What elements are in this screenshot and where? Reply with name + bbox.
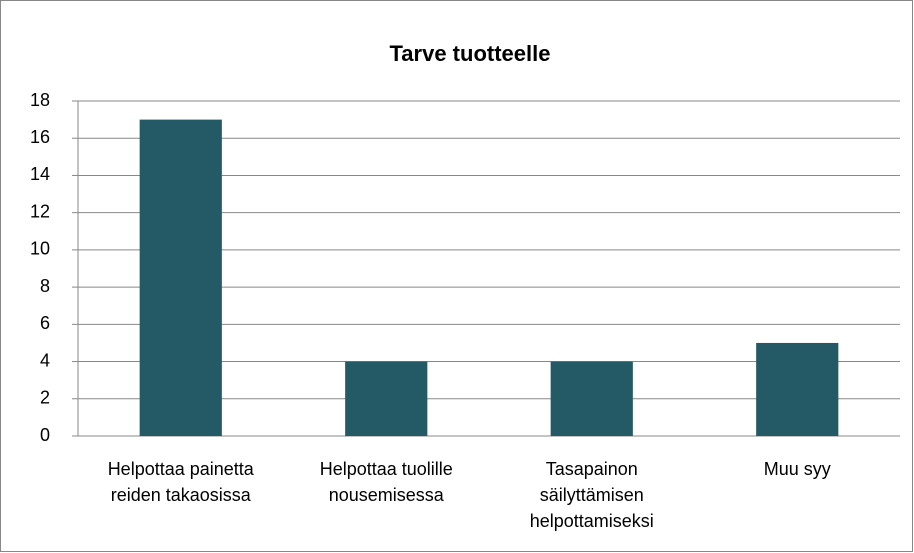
y-tick-label: 10 [30,239,50,259]
bar [345,361,428,436]
x-tick-label: Tasapainon säilyttämisen helpottamiseksi [529,459,654,531]
chart-title: Tarve tuotteelle [390,41,551,66]
y-tick-label: 4 [40,350,50,370]
y-tick-label: 14 [30,164,50,184]
x-tick-label: Helpottaa painetta reiden takaosissa [107,459,254,505]
y-tick-label: 6 [40,313,50,333]
y-tick-label: 2 [40,388,50,408]
x-tick-label: Helpottaa tuolille nousemisessa [319,459,453,505]
y-tick-label: 16 [30,127,50,147]
x-tick-label: Muu syy [763,459,831,479]
y-tick-label: 18 [30,90,50,110]
y-tick-label: 12 [30,201,50,221]
y-tick-label: 8 [40,276,50,296]
y-tick-label: 0 [40,425,50,445]
bar [139,119,222,436]
bar [756,342,839,436]
bar [550,361,633,436]
